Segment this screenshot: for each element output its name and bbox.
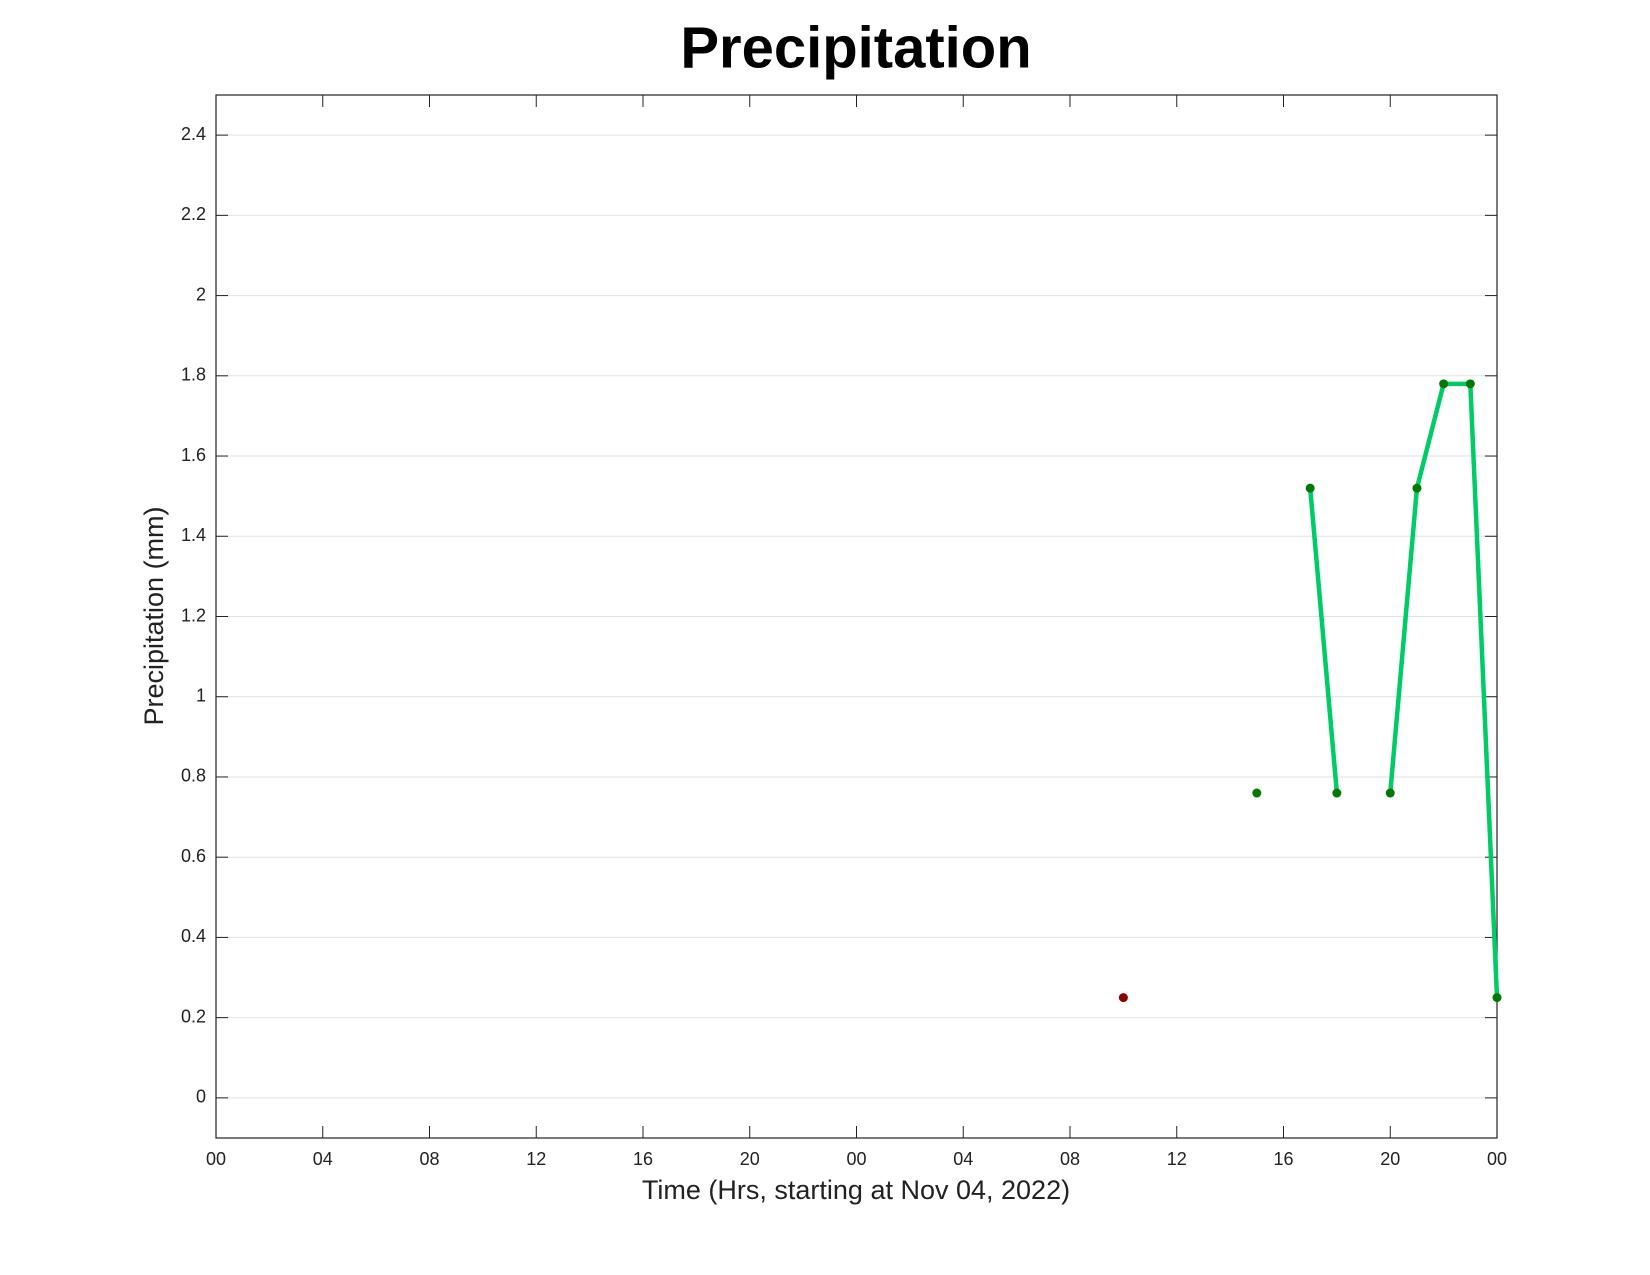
- marker: [1465, 379, 1475, 389]
- plot-frame: [215, 94, 1498, 1139]
- y-tick-label: 0.4: [181, 926, 206, 946]
- x-tick-label: 12: [526, 1149, 546, 1169]
- y-tick-label: 1.4: [181, 525, 206, 545]
- x-tick-label: 08: [419, 1149, 439, 1169]
- x-tick-label: 00: [206, 1149, 226, 1169]
- chart-title: Precipitation: [680, 15, 1031, 80]
- line: [1307, 381, 1500, 998]
- x-tick-label: 12: [1167, 1149, 1187, 1169]
- y-tick-label: 0.2: [181, 1006, 206, 1026]
- marker: [1252, 788, 1262, 798]
- x-tick-label: 00: [846, 1149, 866, 1169]
- marker: [1118, 993, 1128, 1003]
- x-tick-label: 00: [1487, 1149, 1507, 1169]
- y-tick-label: 1.6: [181, 445, 206, 465]
- x-tick-label: 16: [633, 1149, 653, 1169]
- x-axis-label: Time (Hrs, starting at Nov 04, 2022): [642, 1175, 1070, 1205]
- marker: [1332, 788, 1342, 798]
- marker: [1492, 993, 1502, 1003]
- x-tick-label: 20: [740, 1149, 760, 1169]
- x-tick-label: 20: [1380, 1149, 1400, 1169]
- y-tick-label: 0.8: [181, 766, 206, 786]
- y-tick-label: 1.2: [181, 605, 206, 625]
- marker: [1439, 379, 1449, 389]
- y-tick-label: 2: [196, 284, 206, 304]
- x-tick-label: 04: [953, 1149, 973, 1169]
- y-tick-label: 2.4: [181, 124, 206, 144]
- y-tick-label: 1.8: [181, 365, 206, 385]
- x-tick-label: 16: [1273, 1149, 1293, 1169]
- x-tick-label: 08: [1060, 1149, 1080, 1169]
- marker: [1412, 483, 1422, 493]
- y-tick-label: 0.6: [181, 846, 206, 866]
- x-tick-label: 04: [313, 1149, 333, 1169]
- marker: [1385, 788, 1395, 798]
- y-tick-label: 2.2: [181, 204, 206, 224]
- marker: [1305, 483, 1315, 493]
- y-tick-label: 1: [196, 685, 206, 705]
- y-tick-label: 0: [196, 1087, 206, 1107]
- y-axis-label: Precipitation (mm): [139, 506, 169, 725]
